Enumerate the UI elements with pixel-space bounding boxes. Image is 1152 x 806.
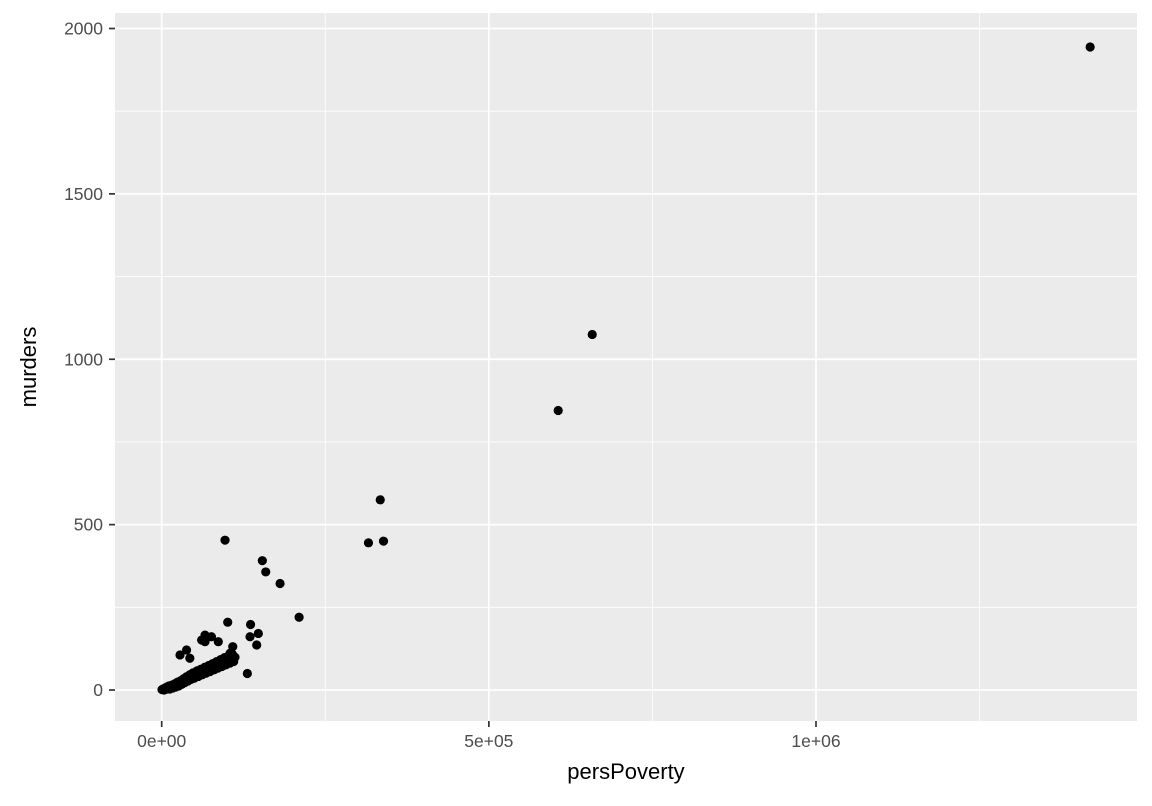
- data-point: [181, 645, 192, 655]
- data-point: [213, 637, 223, 647]
- y-tick-label: 0: [93, 680, 103, 700]
- y-tick-label: 1500: [64, 184, 103, 204]
- plot-panel: [115, 13, 1137, 721]
- data-point: [223, 617, 233, 627]
- data-point: [185, 653, 195, 663]
- x-axis-title: persPoverty: [567, 759, 685, 784]
- y-tick-label: 1000: [64, 349, 103, 369]
- data-point: [253, 628, 263, 639]
- data-point: [175, 650, 185, 660]
- data-point: [225, 648, 235, 658]
- data-point: [252, 640, 262, 650]
- data-point: [220, 535, 230, 545]
- data-point: [375, 495, 385, 505]
- y-tick-label: 500: [74, 515, 103, 535]
- data-point: [1085, 42, 1095, 52]
- y-axis-title: murders: [16, 326, 41, 408]
- data-point: [363, 538, 374, 548]
- x-tick-label: 1e+06: [791, 731, 840, 751]
- data-point: [200, 637, 210, 647]
- y-tick-label: 2000: [64, 19, 103, 39]
- data-point: [553, 405, 563, 416]
- data-point: [275, 578, 285, 589]
- data-point: [206, 632, 217, 642]
- data-point: [242, 668, 252, 679]
- data-point: [257, 556, 267, 566]
- data-point: [294, 612, 304, 622]
- data-point: [261, 567, 271, 577]
- data-point: [245, 632, 255, 642]
- x-tick-label: 5e+05: [464, 731, 513, 751]
- data-point: [587, 329, 597, 340]
- x-tick-label: 0e+00: [137, 731, 186, 751]
- data-point: [245, 619, 256, 630]
- data-point: [378, 536, 389, 546]
